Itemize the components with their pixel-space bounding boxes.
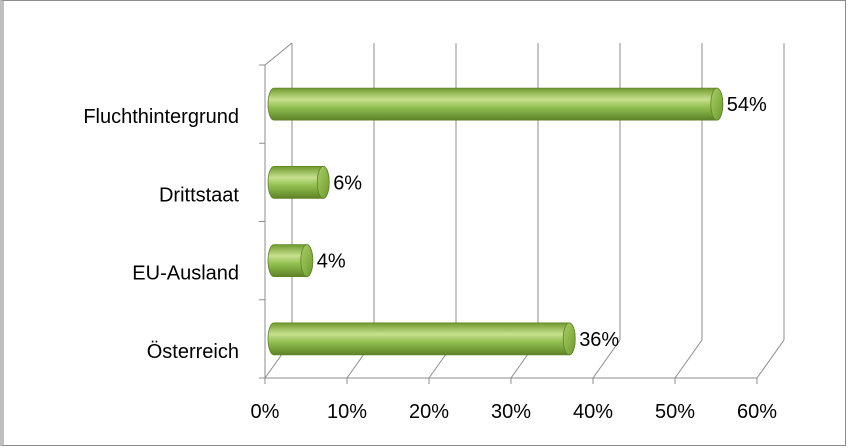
bar: [267, 87, 724, 121]
bar-body: [267, 322, 576, 356]
bar: [267, 244, 314, 278]
bar: [267, 322, 576, 356]
bar: [267, 165, 330, 199]
category-label: Österreich: [147, 341, 239, 363]
x-tick-label: 0%: [251, 401, 280, 423]
category-label: Drittstaat: [159, 184, 239, 206]
x-tick-label: 40%: [573, 401, 613, 423]
data-label: 54%: [727, 94, 767, 116]
bar-body: [267, 87, 724, 121]
bars: [267, 87, 724, 356]
data-label: 36%: [579, 329, 619, 351]
labels: 0% 10% 20% 30% 40% 50% 60% Fluchthintergrund 54%…: [83, 94, 777, 423]
x-tick-label: 60%: [737, 401, 777, 423]
x-tick-label: 50%: [655, 401, 695, 423]
bar-cap: [710, 87, 724, 121]
category-label: EU-Ausland: [132, 263, 239, 285]
floor-gridline: [592, 339, 621, 379]
bar-cap: [300, 244, 314, 278]
bar-cap: [316, 165, 330, 199]
floor-gridline: [674, 339, 703, 379]
x-tick-label: 20%: [409, 401, 449, 423]
data-label: 4%: [317, 251, 346, 273]
bar-cap: [562, 322, 576, 356]
y-axis-top-edge: [264, 42, 293, 66]
data-label: 6%: [333, 172, 362, 194]
x-tick-label: 10%: [327, 401, 367, 423]
axes: [259, 42, 758, 384]
category-label: Fluchthintergrund: [83, 106, 239, 128]
floor-gridline: [756, 339, 785, 379]
x-tick-label: 30%: [491, 401, 531, 423]
